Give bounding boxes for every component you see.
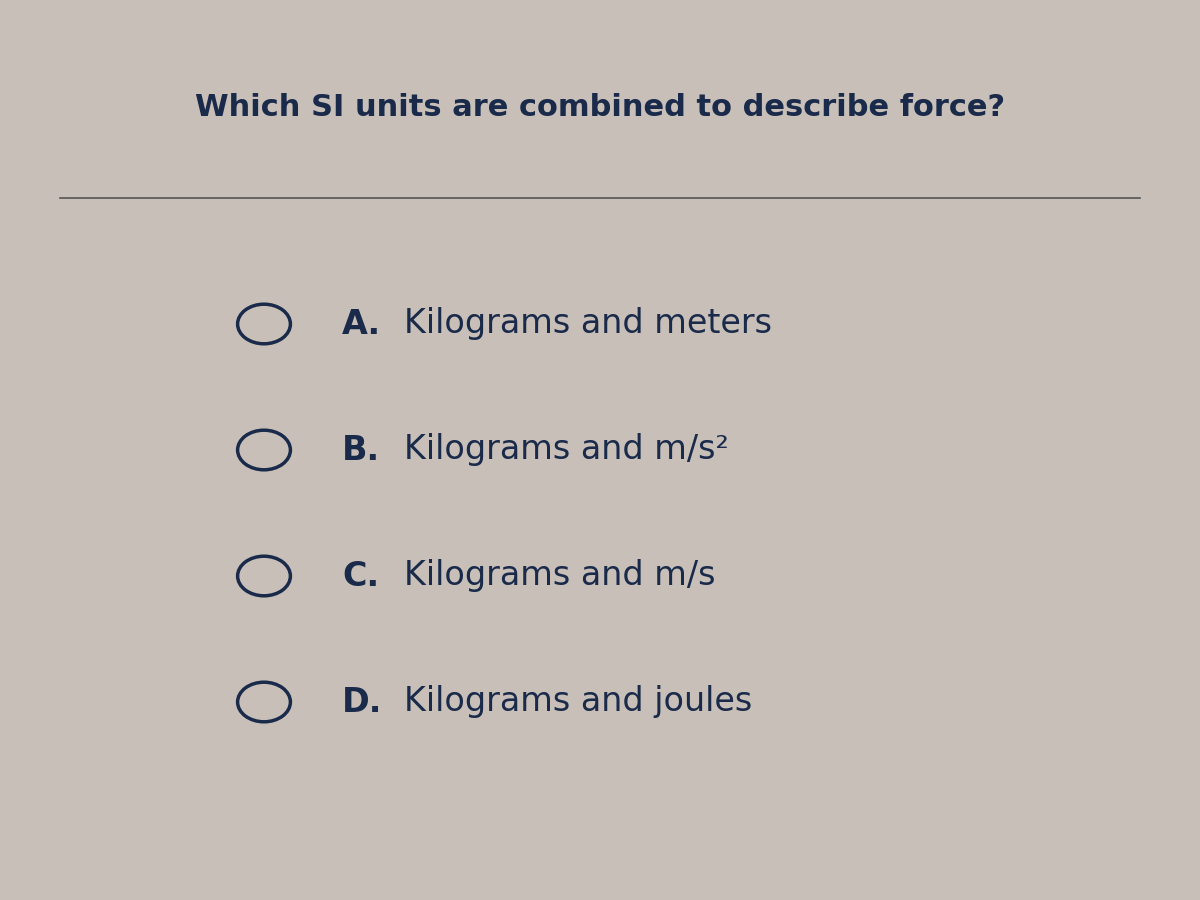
Text: Which SI units are combined to describe force?: Which SI units are combined to describe … [194,94,1006,122]
Text: Kilograms and joules: Kilograms and joules [404,686,752,718]
Text: A.: A. [342,308,382,340]
Text: D.: D. [342,686,383,718]
Text: Kilograms and meters: Kilograms and meters [404,308,773,340]
Text: C.: C. [342,560,379,592]
Text: Kilograms and m/s²: Kilograms and m/s² [404,434,730,466]
Text: B.: B. [342,434,380,466]
Text: Kilograms and m/s: Kilograms and m/s [404,560,716,592]
